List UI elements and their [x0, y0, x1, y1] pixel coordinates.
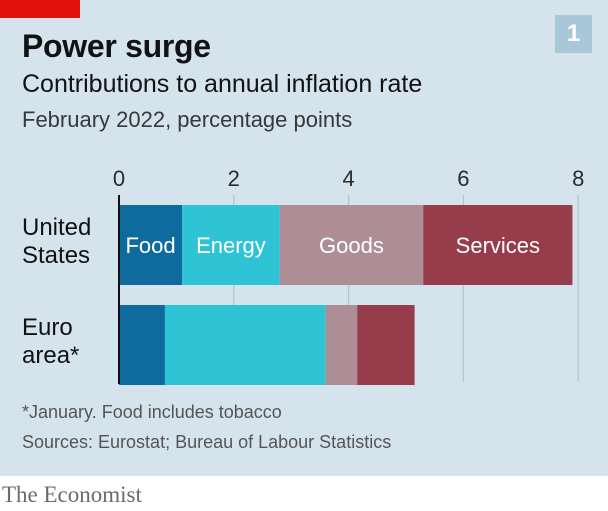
bar-energy-0 [182, 205, 280, 285]
category-label-line: Euro [22, 314, 73, 341]
chart-unit-label: February 2022, percentage points [22, 107, 353, 132]
x-tick-label: 2 [228, 166, 240, 191]
chart-title: Power surge [22, 28, 211, 64]
x-tick-label: 4 [342, 166, 354, 191]
series-label: Services [456, 233, 540, 258]
category-label-line: States [22, 242, 90, 269]
brand-red-tag [0, 0, 80, 18]
chart-number-badge: 1 [555, 15, 592, 53]
x-tick-label: 6 [457, 166, 469, 191]
category-label-line: United [22, 214, 91, 241]
bar-services-0 [423, 205, 573, 285]
bar-food-0 [119, 205, 183, 285]
bar-food-1 [119, 305, 165, 385]
series-label: Goods [319, 233, 384, 258]
category-label-line: area* [22, 342, 79, 369]
category-label: United States [22, 214, 91, 269]
chart-footnote: *January. Food includes tobacco [22, 402, 282, 422]
bar-goods-1 [325, 305, 358, 385]
bar-goods-0 [279, 205, 424, 285]
stacked-bar-chart: 0 2 4 6 8 United States Euro area* Food Energy Good… [22, 166, 584, 385]
series-label: Energy [196, 233, 266, 258]
publisher-logo: The Economist [2, 482, 142, 507]
x-tick-label: 8 [572, 166, 584, 191]
category-label: Euro area* [22, 314, 79, 369]
series-label: Food [125, 233, 175, 258]
chart-source: Sources: Eurostat; Bureau of Labour Stat… [22, 432, 392, 452]
chart-subtitle: Contributions to annual inflation rate [22, 70, 423, 98]
bar-energy-1 [164, 305, 326, 385]
bar-services-1 [357, 305, 415, 385]
x-tick-label: 0 [113, 166, 125, 191]
